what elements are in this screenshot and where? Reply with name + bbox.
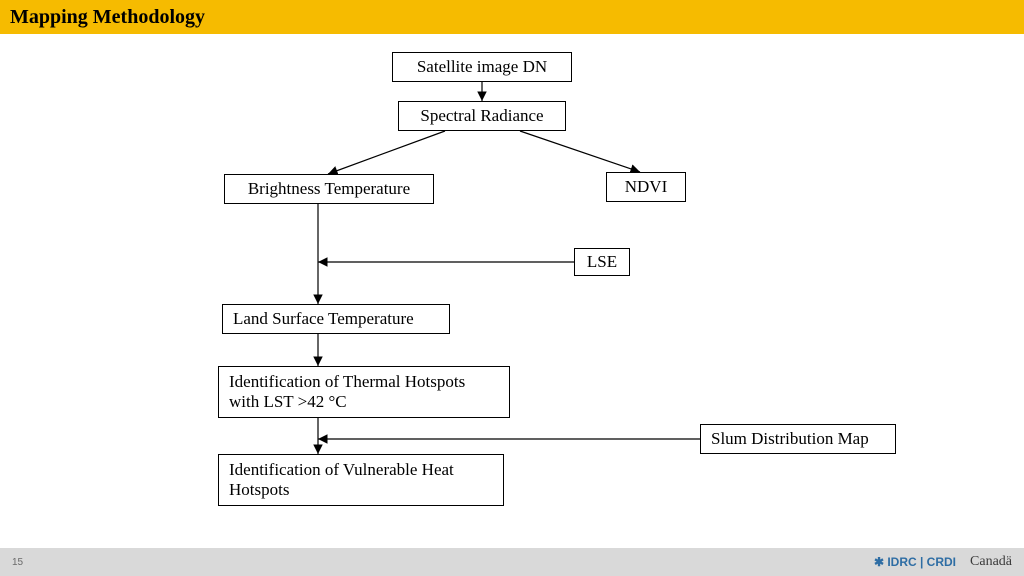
header-bar: Mapping Methodology (0, 0, 1024, 34)
flowchart: Satellite image DN Spectral Radiance Brigh… (0, 34, 1024, 534)
footer-bar: 15 ✱ IDRC | CRDI Canadä (0, 548, 1024, 576)
flowchart-node-n4: NDVI (606, 172, 686, 202)
edge-n2-n3 (328, 131, 445, 174)
idrc-logo: ✱ IDRC | CRDI (874, 555, 956, 569)
flowchart-node-n5: LSE (574, 248, 630, 276)
flowchart-node-n9: Identification of Vulnerable Heat Hotspo… (218, 454, 504, 506)
flowchart-node-n1: Satellite image DN (392, 52, 572, 82)
flowchart-node-n6: Land Surface Temperature (222, 304, 450, 334)
flowchart-node-n2: Spectral Radiance (398, 101, 566, 131)
page-title: Mapping Methodology (10, 6, 205, 29)
edge-n2-n4 (520, 131, 640, 172)
flowchart-node-n7: Identification of Thermal Hotspots with … (218, 366, 510, 418)
flowchart-node-n3: Brightness Temperature (224, 174, 434, 204)
footer-right: ✱ IDRC | CRDI Canadä (874, 554, 1012, 570)
footer-logo-left: 15 (12, 557, 23, 568)
footer-left: 15 (12, 557, 23, 568)
canada-wordmark: Canadä (970, 554, 1012, 570)
flowchart-node-n8: Slum Distribution Map (700, 424, 896, 454)
